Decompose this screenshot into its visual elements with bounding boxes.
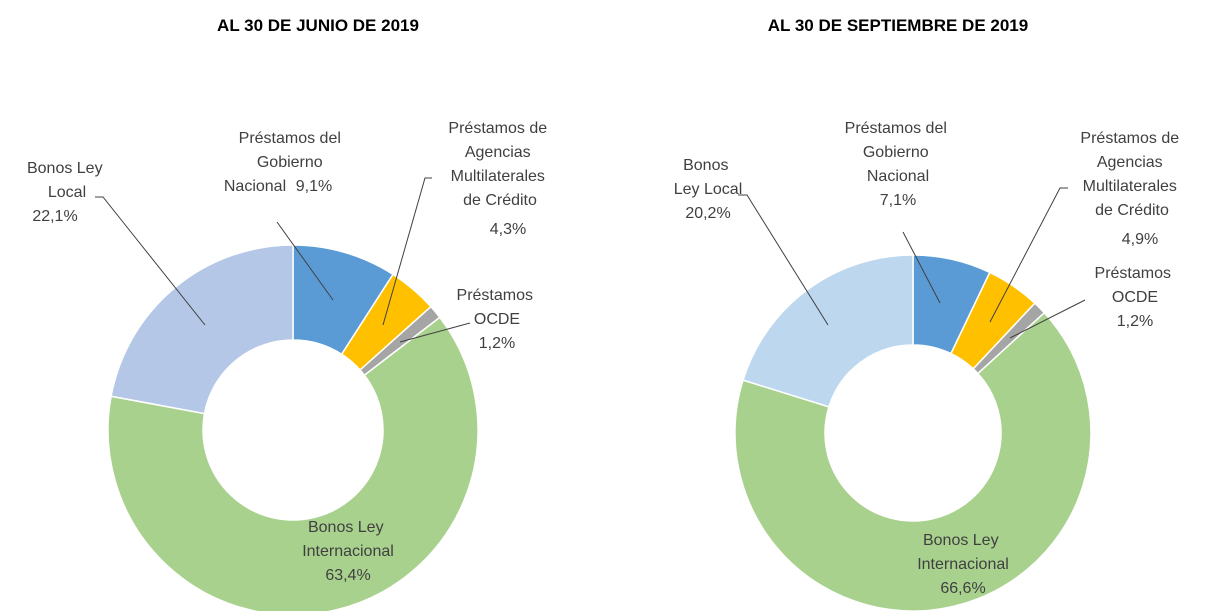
leader-line	[738, 194, 829, 326]
category-label: Bonos Ley Local	[674, 157, 743, 198]
category-label: Préstamos OCDE	[457, 287, 538, 328]
leader-line	[902, 231, 941, 304]
value-label: 9,1%	[296, 178, 332, 195]
donut-segment	[734, 311, 1092, 611]
leader-line	[95, 196, 206, 326]
category-label: Préstamos del Gobierno Nacional	[845, 120, 952, 185]
category-label: Préstamos OCDE	[1095, 265, 1176, 306]
value-label: 22,1%	[32, 208, 77, 225]
leader-line	[989, 187, 1068, 323]
value-label: 7,1%	[880, 192, 916, 209]
donut-segment	[110, 244, 294, 415]
leader-line	[1009, 299, 1086, 339]
leader-line	[382, 177, 432, 326]
leader-line	[276, 221, 334, 301]
value-label: 20,2%	[685, 205, 730, 222]
category-label: Préstamos de Agencias Multilaterales de …	[448, 120, 551, 209]
value-label: 4,9%	[1122, 231, 1158, 248]
value-label: 66,6%	[940, 580, 985, 597]
category-label: Préstamos del Gobierno Nacional	[224, 130, 345, 195]
value-label: 1,2%	[479, 335, 515, 352]
donut-segment	[107, 316, 479, 611]
category-label: Bonos Ley Internacional	[302, 519, 394, 560]
value-label: 63,4%	[325, 567, 370, 584]
value-label: 4,3%	[490, 221, 526, 238]
category-label: Bonos Ley Internacional	[917, 532, 1009, 573]
chart-title: AL 30 DE JUNIO DE 2019	[217, 16, 419, 35]
category-label: Bonos Ley Local	[27, 160, 107, 201]
leader-line	[399, 322, 471, 343]
value-label: 1,2%	[1117, 313, 1153, 330]
donut-segment	[742, 254, 914, 408]
category-label: Préstamos de Agencias Multilaterales de …	[1080, 130, 1183, 219]
chart-title: AL 30 DE SEPTIEMBRE DE 2019	[768, 16, 1028, 35]
